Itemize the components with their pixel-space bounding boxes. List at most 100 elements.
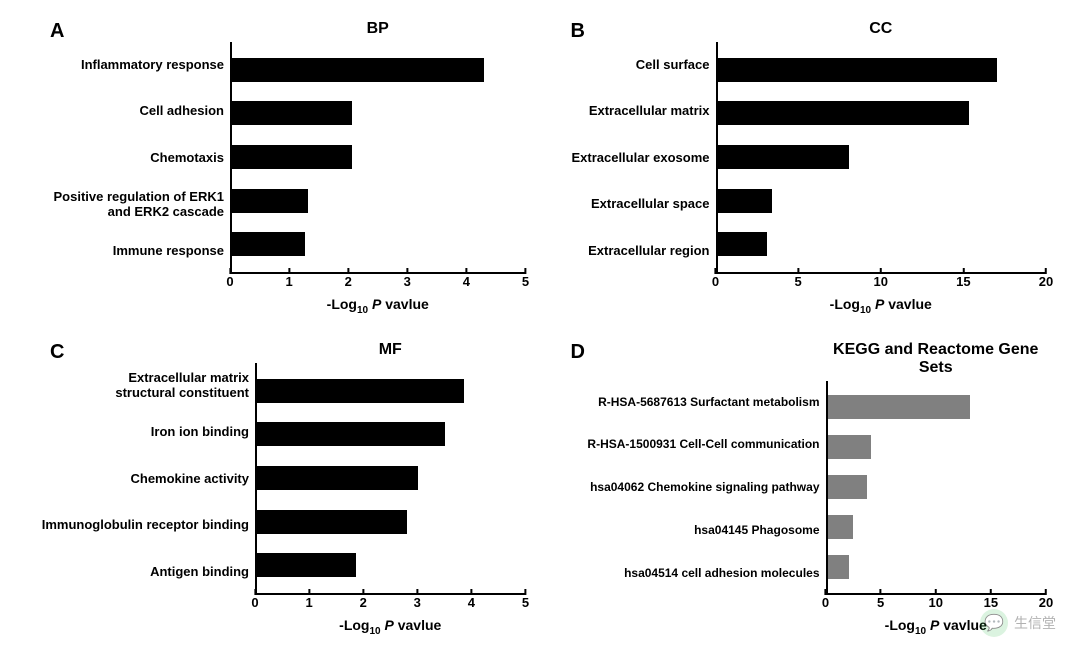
- x-axis-tick: 2: [345, 274, 352, 289]
- x-axis: 05101520-Log10 P vavlue: [551, 595, 1047, 637]
- y-axis-label: hsa04145 Phagosome: [551, 516, 820, 546]
- x-axis-tick: 20: [1039, 595, 1053, 610]
- y-axis-label: Cell adhesion: [30, 97, 224, 127]
- x-axis: 05101520-Log10 P vavlue: [551, 274, 1047, 316]
- chart-body: Extracellular matrixstructural constitue…: [30, 363, 526, 595]
- x-axis-tick: 0: [822, 595, 829, 610]
- bar: [257, 379, 464, 403]
- plot-area: [826, 381, 1047, 595]
- panel-a: ABPInflammatory responseCell adhesionChe…: [30, 20, 526, 316]
- panel-d: D KEGG and Reactome Gene SetsR-HSA-568761…: [551, 341, 1047, 637]
- x-axis-tick: 4: [468, 595, 475, 610]
- chart-title: MF: [255, 341, 526, 359]
- y-axis-label: R-HSA-1500931 Cell-Cell communication: [551, 430, 820, 460]
- x-axis-label: -Log10 P vavlue: [830, 296, 932, 316]
- bar: [257, 422, 445, 446]
- plot-area: [255, 363, 526, 595]
- x-axis: 0 1 2 3 4 5 -Log10 P vavlue: [30, 274, 526, 316]
- bar: [718, 189, 772, 213]
- x-axis-column: 012345-Log10 P vavlue: [255, 595, 526, 637]
- bar: [257, 510, 407, 534]
- x-axis-tick: 5: [795, 274, 802, 289]
- x-axis-tick: 0: [712, 274, 719, 289]
- y-axis-label: Extracellular matrix: [551, 97, 710, 127]
- x-axis-label: -Log10 P vavlue: [327, 296, 429, 316]
- axis-spacer: [551, 595, 826, 637]
- x-axis-tick: 1: [285, 274, 292, 289]
- y-axis-label: Inflammatory response: [30, 50, 224, 80]
- y-axis-label: R-HSA-5687613 Surfactant metabolism: [551, 387, 820, 417]
- y-axis-label: hsa04062 Chemokine signaling pathway: [551, 473, 820, 503]
- panel-letter: B: [571, 20, 585, 43]
- y-axis-labels: Cell surface Extracellular matrix Extracel…: [551, 42, 716, 274]
- y-axis-label: Iron ion binding: [30, 418, 249, 448]
- x-axis-tick: 0: [226, 274, 233, 289]
- x-axis-tick: 5: [522, 274, 529, 289]
- x-axis-tick: 1: [305, 595, 312, 610]
- x-axis-ticks: 012345: [230, 274, 526, 294]
- x-axis-tick: 3: [414, 595, 421, 610]
- x-axis-column: 012345-Log10 P vavlue: [230, 274, 526, 316]
- x-axis-tick: 15: [984, 595, 998, 610]
- plot-area: [716, 42, 1047, 274]
- x-axis-tick: 20: [1039, 274, 1053, 289]
- y-axis-label: Cell surface: [551, 50, 710, 80]
- watermark: 💬 生信堂: [980, 609, 1056, 637]
- chart-title: CC: [716, 20, 1047, 38]
- chat-icon: 💬: [980, 609, 1008, 637]
- y-axis-label: hsa04514 cell adhesion molecules: [551, 559, 820, 589]
- x-axis-label: -Log10 P vavlue: [885, 617, 987, 637]
- chart-body: Inflammatory responseCell adhesionChemot…: [30, 42, 526, 274]
- x-axis-tick: 10: [874, 274, 888, 289]
- bar: [718, 232, 767, 256]
- y-axis-label: Extracellular region: [551, 236, 710, 266]
- x-axis-tick: 5: [877, 595, 884, 610]
- y-axis-label: Positive regulation of ERK1and ERK2 casc…: [30, 190, 224, 220]
- x-axis-tick: 2: [360, 595, 367, 610]
- bar: [232, 101, 352, 125]
- bar: [828, 555, 850, 579]
- bar: [828, 515, 853, 539]
- panel-letter: C: [50, 341, 64, 364]
- bar: [257, 553, 356, 577]
- bars-container: [257, 363, 526, 593]
- bar: [718, 58, 997, 82]
- y-axis-labels: Extracellular matrixstructural constitue…: [30, 363, 255, 595]
- panel-letter: D: [571, 341, 585, 364]
- bars-container: [232, 42, 526, 272]
- bar: [718, 101, 969, 125]
- x-axis-tick: 10: [929, 595, 943, 610]
- y-axis-label: Extracellular space: [551, 190, 710, 220]
- x-axis-label: -Log10 P vavlue: [339, 617, 441, 637]
- x-axis-ticks: 012345: [255, 595, 526, 615]
- x-axis-tick: 3: [404, 274, 411, 289]
- bar: [828, 395, 970, 419]
- x-axis-tick: 4: [463, 274, 470, 289]
- y-axis-label: Extracellular exosome: [551, 143, 710, 173]
- y-axis-label: Extracellular matrixstructural constitue…: [30, 371, 249, 401]
- x-axis-ticks: 05101520: [716, 274, 1047, 294]
- panel-letter: A: [50, 20, 64, 43]
- x-axis-tick: 5: [522, 595, 529, 610]
- bar: [718, 145, 849, 169]
- bars-container: [828, 381, 1047, 593]
- bar: [232, 145, 352, 169]
- bar: [257, 466, 418, 490]
- x-axis-tick: 0: [251, 595, 258, 610]
- bar: [232, 189, 308, 213]
- x-axis: 0 1 2 3 4 5 -Log10 P vavlue: [30, 595, 526, 637]
- bar: [828, 475, 867, 499]
- y-axis-label: Antigen binding: [30, 557, 249, 587]
- bars-container: [718, 42, 1047, 272]
- chart-title: BP: [230, 20, 526, 38]
- bar: [232, 232, 305, 256]
- y-axis-label: Immunoglobulin receptor binding: [30, 511, 249, 541]
- panel-c: C MF Extracellular matrixstructural consti…: [30, 341, 526, 637]
- y-axis-labels: Inflammatory responseCell adhesionChemot…: [30, 42, 230, 274]
- chart-title: KEGG and Reactome Gene Sets: [826, 341, 1047, 377]
- axis-spacer: [30, 595, 255, 637]
- figure-grid: ABPInflammatory responseCell adhesionChe…: [30, 20, 1046, 637]
- bar: [828, 435, 872, 459]
- y-axis-labels: R-HSA-5687613 Surfactant metabolism R-HSA…: [551, 381, 826, 595]
- chart-body: R-HSA-5687613 Surfactant metabolism R-HSA…: [551, 381, 1047, 595]
